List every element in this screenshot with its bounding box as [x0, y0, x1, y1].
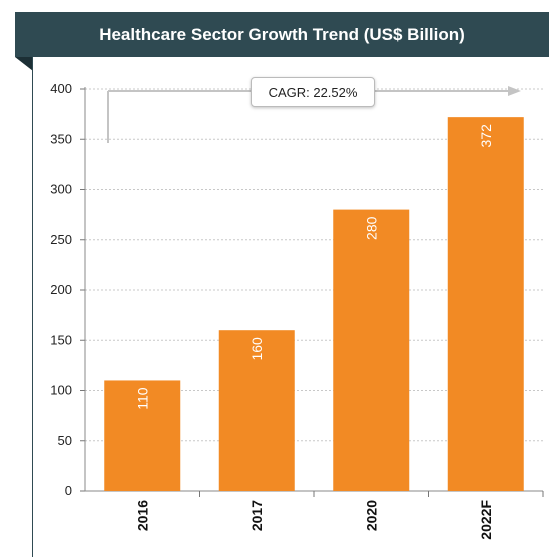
cagr-arrow-head — [508, 86, 521, 96]
chart-title: Healthcare Sector Growth Trend (US$ Bill… — [15, 12, 549, 57]
y-tick-label: 250 — [50, 232, 72, 247]
y-tick-label: 150 — [50, 332, 72, 347]
bar-value-label: 160 — [249, 337, 265, 361]
y-tick-label: 50 — [58, 433, 72, 448]
x-tick-label: 2020 — [363, 500, 379, 531]
bar-value-label: 372 — [478, 124, 494, 148]
title-ribbon-fold — [15, 57, 33, 71]
bar — [104, 380, 181, 491]
x-tick-label: 2017 — [249, 500, 265, 531]
y-tick-label: 0 — [65, 483, 72, 498]
y-tick-label: 350 — [50, 131, 72, 146]
x-tick-label: 2016 — [134, 500, 150, 531]
y-tick-label: 400 — [50, 81, 72, 96]
y-tick-label: 200 — [50, 282, 72, 297]
panel-left-border — [32, 57, 33, 557]
cagr-annotation: CAGR: 22.52% — [251, 77, 375, 107]
x-tick-label: 2022F — [478, 500, 494, 540]
y-tick-label: 300 — [50, 182, 72, 197]
y-tick-label: 100 — [50, 383, 72, 398]
bar — [333, 209, 410, 491]
bar-value-label: 110 — [134, 387, 150, 410]
bar-value-label: 280 — [363, 216, 379, 240]
bar — [218, 330, 295, 491]
bar — [447, 117, 524, 491]
